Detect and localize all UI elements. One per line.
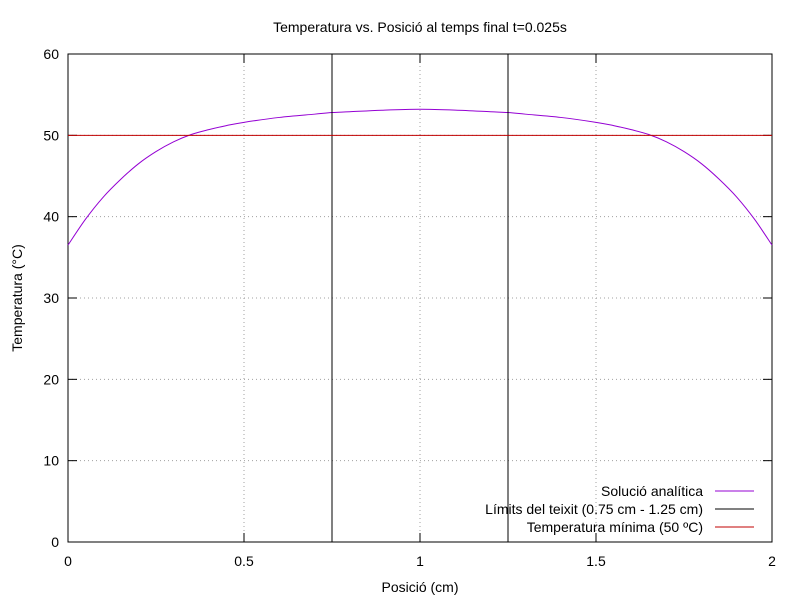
grid	[68, 54, 772, 542]
x-tick-label: 0	[64, 553, 72, 569]
y-tick-label: 40	[43, 209, 59, 225]
series-line-analytic	[67, 108, 773, 246]
y-tick-label: 30	[43, 290, 59, 306]
x-tick-label: 1.5	[586, 553, 606, 569]
x-tick-label: 1	[416, 553, 424, 569]
y-tick-label: 0	[51, 534, 59, 550]
series-group	[67, 54, 773, 542]
y-tick-label: 20	[43, 371, 59, 387]
legend-label-min-temp: Temperatura mínima (50 ºC)	[527, 519, 703, 535]
legend: Solució analítica Límits del teixit (0.7…	[485, 483, 754, 535]
y-axis-label: Temperatura (°C)	[9, 244, 25, 352]
y-tick-label: 50	[43, 127, 59, 143]
chart-title: Temperatura vs. Posició al temps final t…	[273, 19, 567, 35]
x-tick-label: 2	[768, 553, 776, 569]
y-tick-label: 10	[43, 453, 59, 469]
legend-label-limits: Límits del teixit (0.75 cm - 1.25 cm)	[485, 501, 703, 517]
legend-label-analytic: Solució analítica	[601, 483, 703, 499]
x-tick-label: 0.5	[234, 553, 254, 569]
x-axis-label: Posició (cm)	[381, 579, 458, 595]
y-tick-label: 60	[43, 46, 59, 62]
